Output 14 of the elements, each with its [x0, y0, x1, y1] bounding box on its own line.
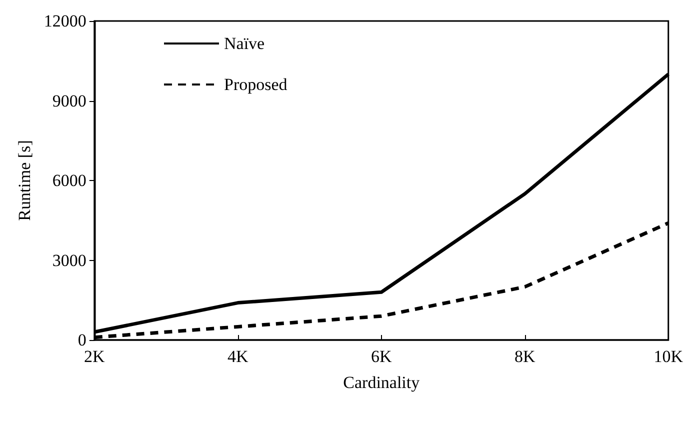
- y-axis-title: Runtime [s]: [15, 140, 34, 221]
- x-tick-label: 6K: [370, 347, 392, 366]
- y-tick-label: 9000: [52, 91, 86, 110]
- x-tick-label: 4K: [228, 347, 249, 366]
- y-tick-label: 3000: [52, 250, 86, 270]
- x-tick-label: 10K: [654, 347, 684, 366]
- x-tick-label: 2K: [84, 347, 106, 366]
- y-tick-label: 0: [78, 330, 86, 350]
- legend-label: Naïve: [224, 34, 265, 53]
- legend-label: Proposed: [224, 75, 288, 94]
- x-axis-title: Cardinality: [343, 373, 420, 392]
- x-tick-label: 8K: [514, 347, 536, 366]
- y-tick-label: 12000: [44, 12, 86, 30]
- y-tick-label: 6000: [52, 171, 86, 190]
